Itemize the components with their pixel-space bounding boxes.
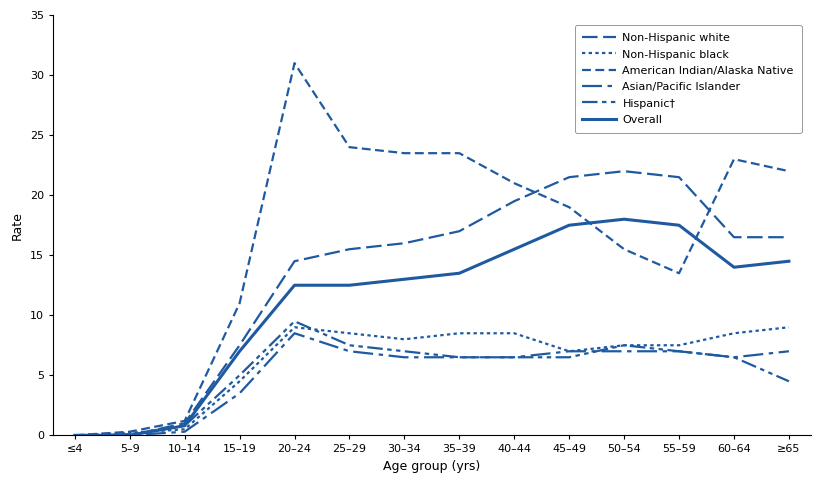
Legend: Non-Hispanic white, Non-Hispanic black, American Indian/Alaska Native, Asian/Pac: Non-Hispanic white, Non-Hispanic black, … (575, 25, 801, 133)
Y-axis label: Rate: Rate (12, 211, 24, 240)
X-axis label: Age group (yrs): Age group (yrs) (383, 460, 481, 473)
